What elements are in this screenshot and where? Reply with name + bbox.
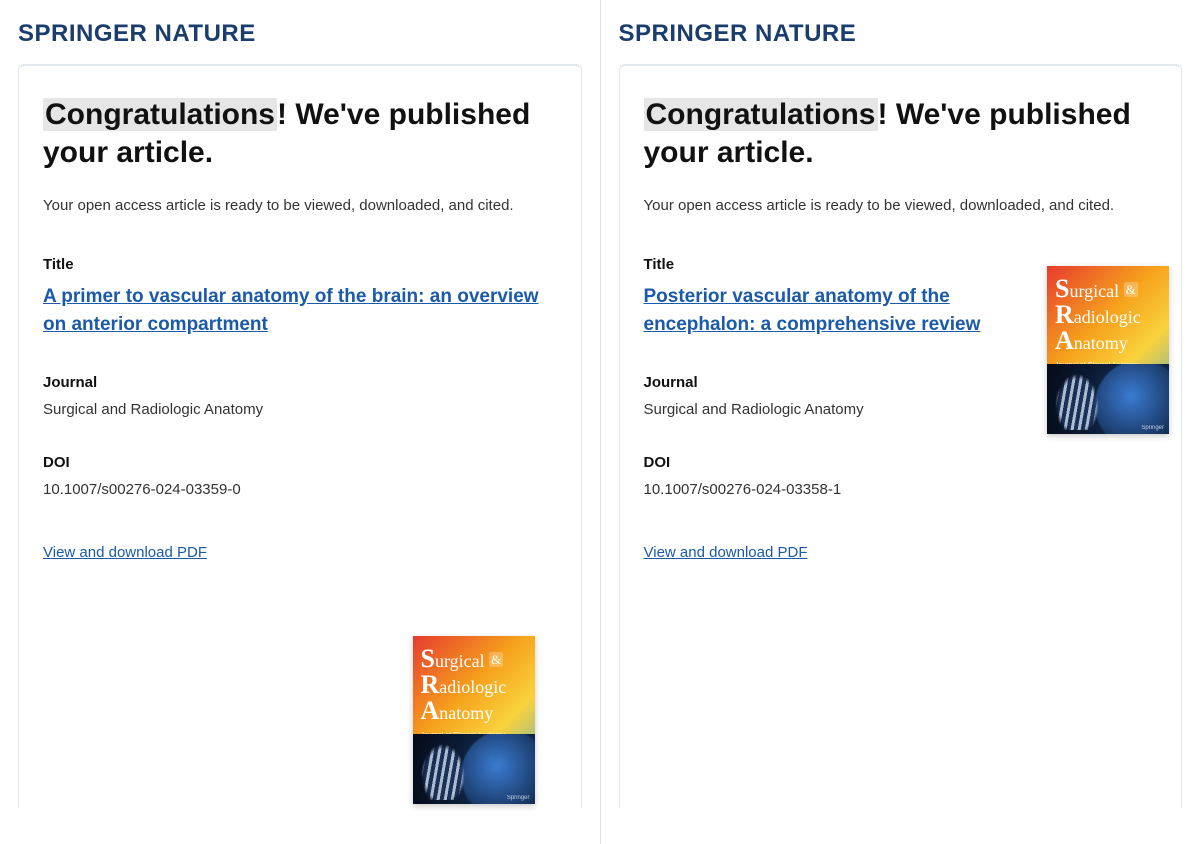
cover-amp: &: [1124, 282, 1138, 297]
label-journal: Journal: [43, 374, 557, 391]
panel-right-inner: SPRINGER NATURE Congratulations! We've p…: [619, 20, 1183, 834]
card-right: Congratulations! We've published your ar…: [619, 64, 1183, 808]
label-title: Title: [43, 256, 557, 273]
doi-value: 10.1007/s00276-024-03358-1: [644, 481, 1158, 498]
label-doi: DOI: [43, 454, 557, 471]
article-title-link[interactable]: Posterior vascular anatomy of the enceph…: [644, 286, 981, 335]
cover-amp: &: [489, 652, 503, 667]
headline: Congratulations! We've published your ar…: [644, 96, 1158, 171]
cover-cap-3: A: [421, 696, 440, 725]
doi-value: 10.1007/s00276-024-03359-0: [43, 481, 557, 498]
cover-rest-3: natomy: [439, 703, 493, 723]
cover-rest-1: urgical: [435, 651, 485, 671]
view-pdf-link[interactable]: View and download PDF: [43, 544, 207, 561]
cover-rest-2: adiologic: [1074, 307, 1141, 327]
view-pdf-link[interactable]: View and download PDF: [644, 544, 808, 561]
card-left: Congratulations! We've published your ar…: [18, 64, 582, 808]
brand-logo: SPRINGER NATURE: [18, 20, 582, 48]
article-title-wrap: A primer to vascular anatomy of the brai…: [43, 283, 557, 338]
cover-title: Surgical & Radiologic Anatomy: [413, 636, 535, 728]
cover-publisher: Springer: [507, 795, 530, 801]
cover-title: Surgical & Radiologic Anatomy: [1047, 266, 1169, 358]
cover-publisher: Springer: [1141, 425, 1164, 431]
headline: Congratulations! We've published your ar…: [43, 96, 557, 171]
subtext: Your open access article is ready to be …: [644, 197, 1158, 214]
cover-cap-1: S: [1055, 274, 1069, 303]
journal-name: Surgical and Radiologic Anatomy: [43, 401, 557, 418]
cover-cap-3: A: [1055, 326, 1074, 355]
panel-right: SPRINGER NATURE Congratulations! We've p…: [600, 0, 1200, 844]
label-doi: DOI: [644, 454, 1158, 471]
article-title-link[interactable]: A primer to vascular anatomy of the brai…: [43, 286, 539, 335]
journal-cover: Surgical & Radiologic Anatomy Journal of…: [413, 636, 535, 804]
panel-left-inner: SPRINGER NATURE Congratulations! We've p…: [18, 20, 582, 834]
cover-cap-1: S: [421, 644, 435, 673]
cover-art: [413, 734, 535, 804]
cover-rest-3: natomy: [1074, 333, 1128, 353]
journal-cover: Surgical & Radiologic Anatomy Journal of…: [1047, 266, 1169, 434]
subtext: Your open access article is ready to be …: [43, 197, 557, 214]
cover-art: [1047, 364, 1169, 434]
headline-highlight: Congratulations: [43, 98, 277, 131]
cover-cap-2: R: [421, 670, 440, 699]
headline-highlight: Congratulations: [644, 98, 878, 131]
cover-rest-1: urgical: [1069, 281, 1119, 301]
brand-logo: SPRINGER NATURE: [619, 20, 1183, 48]
cover-cap-2: R: [1055, 300, 1074, 329]
cover-rest-2: adiologic: [439, 677, 506, 697]
panel-left: SPRINGER NATURE Congratulations! We've p…: [0, 0, 600, 844]
article-title-wrap: Posterior vascular anatomy of the enceph…: [644, 283, 1004, 338]
